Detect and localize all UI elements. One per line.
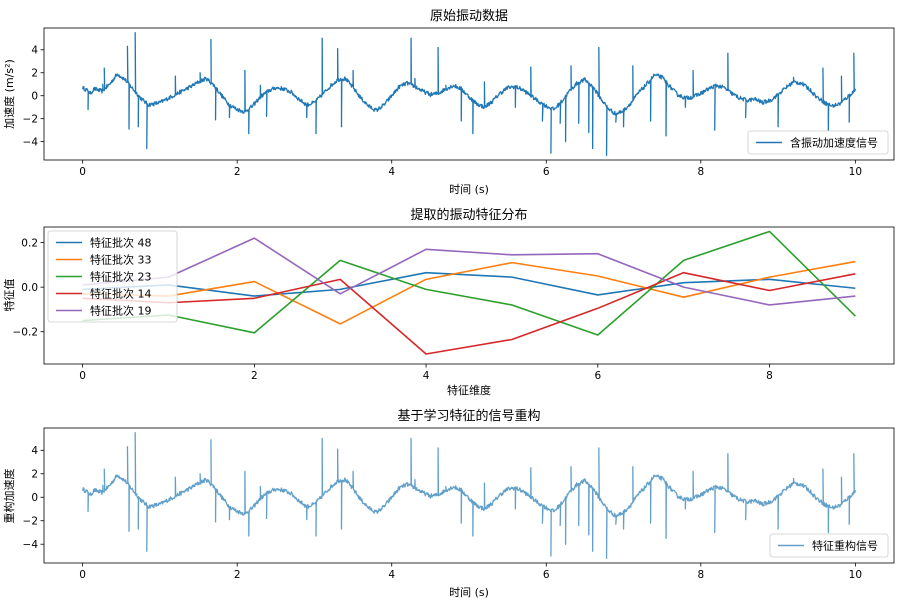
legend-label: 含振动加速度信号	[790, 136, 878, 150]
x-tick-label: 4	[423, 370, 430, 382]
axis-ticks: 0 2 4 6 8 10 −4 −2 0 2 4	[23, 45, 863, 178]
x-tick-label: 2	[234, 569, 241, 581]
y-tick-label: −4	[23, 539, 39, 551]
legend-frame	[769, 533, 889, 558]
chart-title: 基于学习特征的信号重构	[397, 408, 540, 424]
axes-frame	[43, 27, 895, 161]
legend-frame	[47, 230, 178, 323]
x-tick-label: 8	[697, 166, 704, 178]
legend-label: 特征批次 48	[90, 236, 152, 250]
y-tick-label: 4	[31, 445, 38, 457]
chart-panel-reconstruction: 基于学习特征的信号重构 重构加速度 时间 (s) 0 2 4 6 8 10−4−2024 …	[2, 408, 895, 599]
legend-label: 特征批次 14	[90, 287, 152, 301]
x-tick-label: 10	[849, 166, 862, 178]
series-line-2	[82, 260, 856, 325]
y-tick-label: 4	[31, 45, 38, 57]
axis-ticks: 0 2 4 6 8 10 −4 −2 0 2 4	[23, 445, 863, 581]
x-tick-label: 4	[388, 166, 395, 178]
y-axis-label: 特征值	[2, 279, 16, 312]
x-tick-label: 6	[594, 370, 601, 382]
x-tick-label: 10	[849, 569, 862, 581]
chart-panel-raw-vibration: 原始振动数据 加速度 (m/s²) 时间 (s) 0 2 4 6 8 10−4−2024 …	[2, 9, 895, 196]
x-tick-label: 2	[251, 370, 258, 382]
signal-line-raw	[82, 31, 856, 157]
x-tick-label: 0	[79, 166, 86, 178]
plot-area	[82, 432, 856, 559]
legend: 特征批次 48 特征批次 33 特征批次 23 特征批次 14 特征批次 19	[47, 230, 178, 323]
x-axis-label: 时间 (s)	[449, 586, 489, 599]
legend-label: 特征批次 19	[90, 304, 152, 318]
y-tick-label: 0.0	[21, 282, 38, 294]
legend-label: 特征重构信号	[812, 539, 878, 553]
y-tick-label: 0	[31, 492, 38, 504]
x-tick-label: 0	[79, 370, 86, 382]
axes-frame	[43, 226, 895, 365]
x-tick-label: 4	[388, 569, 395, 581]
legend: 特征重构信号	[769, 533, 889, 558]
y-tick-label: 2	[31, 68, 38, 80]
y-axis-label: 加速度 (m/s²)	[2, 59, 16, 129]
x-tick-label: 2	[234, 166, 241, 178]
legend-frame	[747, 130, 889, 155]
x-tick-label: 6	[543, 166, 550, 178]
signal-line-reconstructed	[82, 432, 856, 559]
legend-label: 特征批次 23	[90, 270, 152, 284]
y-tick-label: 0.2	[21, 237, 38, 249]
x-axis-label: 时间 (s)	[449, 183, 489, 196]
series-line-4	[82, 271, 856, 355]
plot-area	[82, 230, 856, 355]
plot-area	[82, 31, 856, 157]
legend-label: 特征批次 33	[90, 253, 152, 267]
x-tick-label: 8	[697, 569, 704, 581]
y-tick-label: 0	[31, 91, 38, 103]
x-tick-label: 0	[79, 569, 86, 581]
chart-panel-feature-distribution: 提取的振动特征分布 特征值 特征维度 0 2 4 6 8 −0.2 0.0 0.2 特征批次 …	[2, 207, 895, 397]
legend: 含振动加速度信号	[747, 130, 889, 155]
y-tick-label: −2	[23, 113, 38, 125]
chart-title: 原始振动数据	[430, 9, 508, 24]
chart-title: 提取的振动特征分布	[410, 207, 527, 223]
x-tick-label: 6	[543, 569, 550, 581]
axes-frame	[43, 427, 895, 564]
series-line-5	[82, 237, 856, 306]
y-tick-label: −2	[23, 516, 38, 528]
x-axis-label: 特征维度	[447, 383, 491, 397]
y-tick-label: −0.2	[13, 326, 39, 338]
y-tick-label: 2	[31, 469, 38, 481]
y-tick-label: −4	[23, 136, 39, 148]
series-line-3	[82, 230, 856, 336]
y-axis-label: 重构加速度	[2, 469, 16, 524]
axis-ticks: 0 2 4 6 8 −0.2 0.0 0.2	[13, 237, 773, 382]
x-tick-label: 8	[766, 370, 773, 382]
